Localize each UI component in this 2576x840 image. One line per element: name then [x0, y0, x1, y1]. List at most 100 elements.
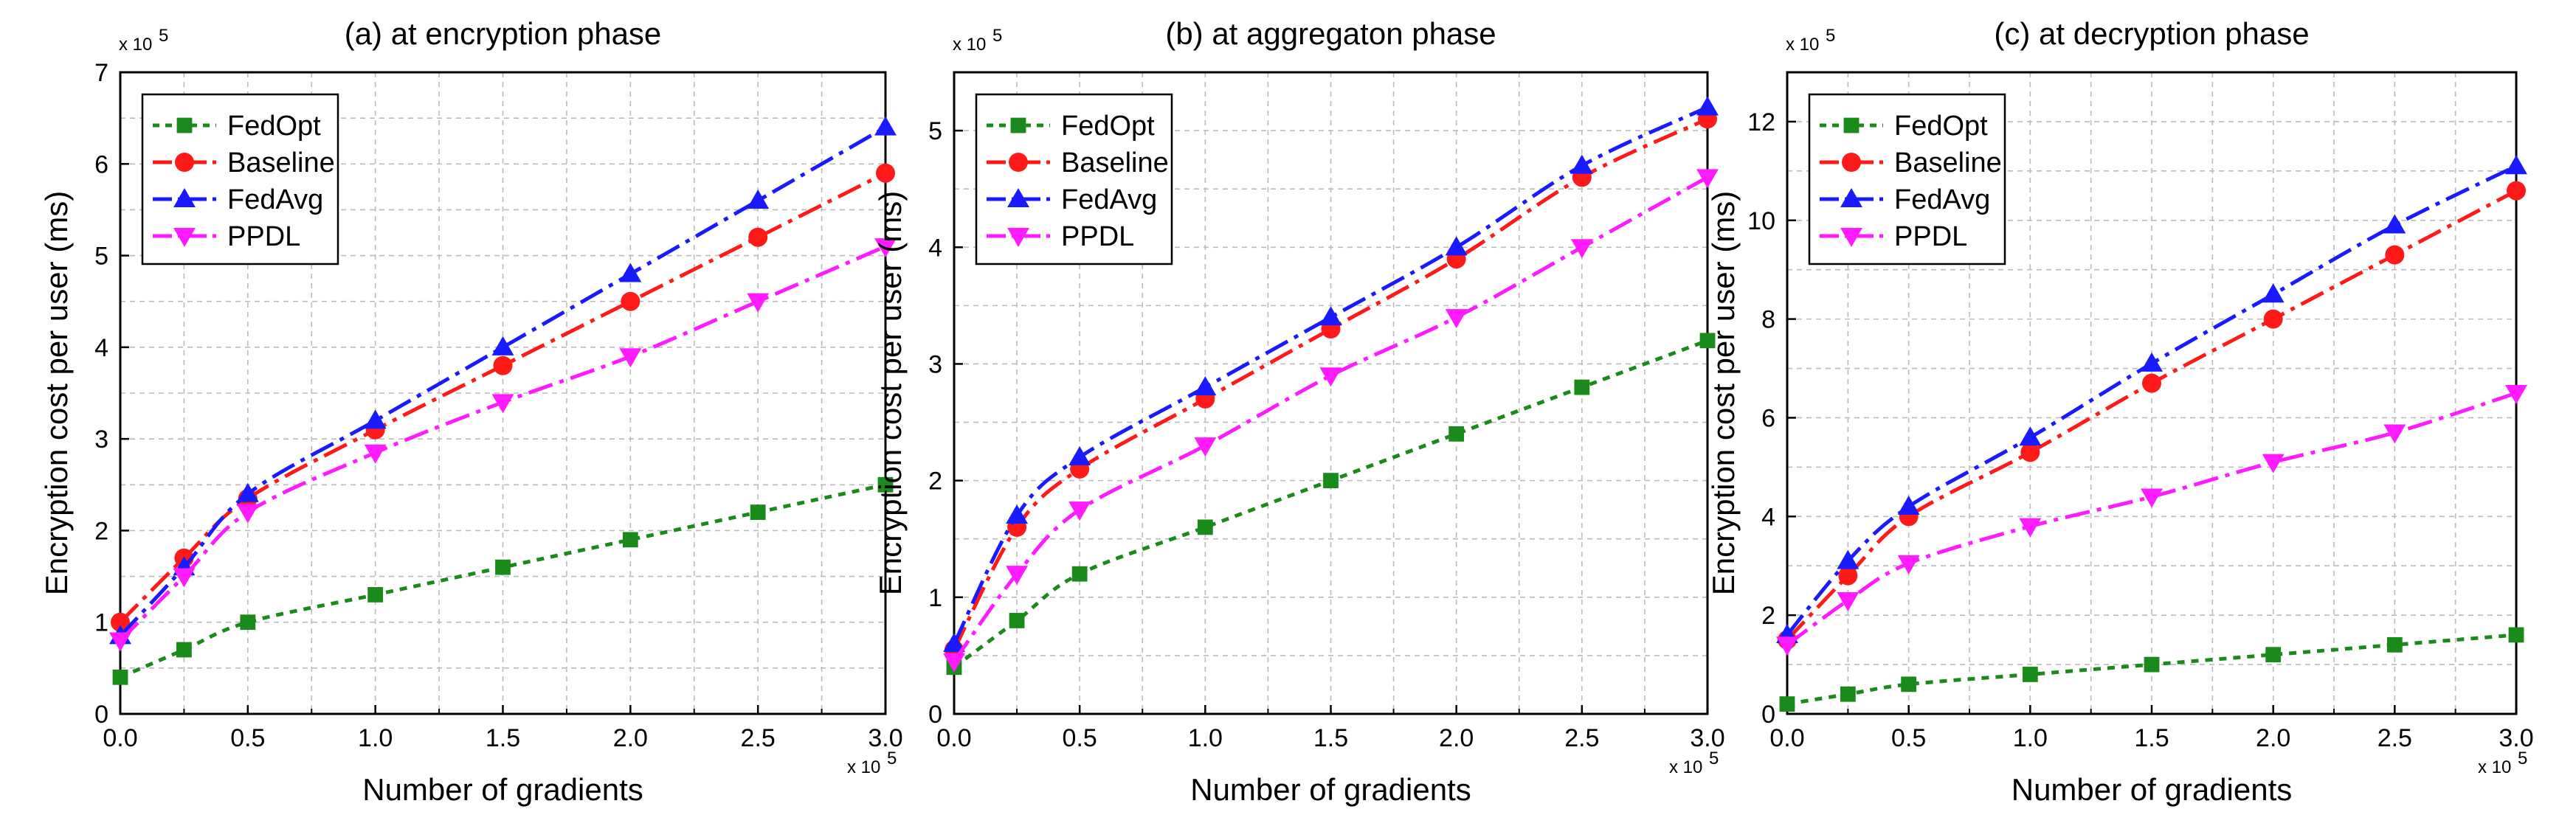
data-point [1779, 696, 1795, 712]
data-point [1323, 473, 1339, 489]
x-tick-label: 0.0 [936, 724, 971, 752]
chart-title: (c) at decryption phase [1994, 16, 2309, 51]
data-point [874, 238, 897, 258]
legend-label: FedOpt [1894, 111, 1988, 142]
data-point [1696, 96, 1719, 116]
x-multiplier-exponent: 5 [1709, 749, 1719, 768]
data-point [1448, 426, 1465, 442]
data-point [748, 227, 768, 247]
data-point [2505, 155, 2527, 175]
data-point [2505, 384, 2527, 404]
legend-label: FedOpt [1061, 111, 1155, 142]
legend: FedOpt Baseline FedAvg PPDL [975, 93, 1173, 265]
legend-label: Baseline [1894, 147, 2002, 178]
data-point [491, 336, 514, 355]
y-tick-label: 3 [928, 350, 942, 378]
data-point [1840, 686, 1856, 702]
data-point [1776, 636, 1798, 656]
data-point [491, 394, 514, 414]
x-tick-label: 1.5 [486, 724, 520, 752]
y-axis-label: Encryption cost per user (ms) [39, 191, 74, 596]
data-point [2019, 518, 2042, 538]
y-tick-label: 5 [928, 117, 942, 145]
data-point [2263, 309, 2283, 329]
y-tick-label: 7 [94, 59, 108, 87]
x-tick-label: 2.5 [741, 724, 776, 752]
data-point [877, 476, 894, 493]
y-tick-label: 2 [928, 468, 942, 496]
data-point [1194, 376, 1217, 396]
x-tick-label: 0.5 [1063, 724, 1097, 752]
y-axis-label: Encryption cost per user (ms) [873, 191, 908, 596]
chart-title: (a) at encryption phase [345, 16, 662, 51]
data-point [173, 568, 196, 588]
y-tick-label: 8 [1761, 306, 1775, 334]
y-tick-label: 2 [94, 517, 108, 545]
data-point [240, 614, 256, 631]
y-axis-label: Encryption cost per user (ms) [1706, 191, 1741, 596]
legend-marker [1007, 188, 1029, 208]
data-point [1897, 555, 1920, 575]
legend-label: PPDL [1061, 221, 1134, 252]
x-tick-label: 3.0 [1690, 724, 1724, 752]
data-point [2508, 627, 2524, 643]
series-line [952, 176, 1709, 663]
data-point [1194, 437, 1217, 457]
data-point [1197, 519, 1213, 535]
y-multiplier-exponent: 5 [159, 26, 168, 46]
y-tick-label: 0 [94, 701, 108, 729]
legend-marker [1009, 153, 1028, 172]
data-point [364, 444, 387, 464]
data-point [1006, 566, 1029, 586]
x-tick-label: 2.5 [1564, 724, 1599, 752]
data-point [176, 642, 192, 658]
data-point [1574, 379, 1590, 395]
x-tick-label: 0.5 [1891, 724, 1926, 752]
data-point [1319, 367, 1342, 387]
data-point [1068, 446, 1091, 466]
x-tick-label: 0.0 [103, 724, 137, 752]
data-point [1696, 169, 1719, 189]
legend-box [975, 93, 1173, 265]
chart-panel-3: 0.0 0.5 1.0 1.5 2.0 2.5 3.0 0 2 4 6 8 10 12 (c) at dec… [1706, 16, 2534, 807]
data-point [2142, 373, 2161, 393]
legend-label: PPDL [227, 221, 300, 252]
data-point [495, 559, 511, 575]
data-point [1901, 676, 1917, 693]
legend-label: Baseline [1061, 147, 1169, 178]
x-tick-label: 3.0 [2499, 724, 2533, 752]
data-point [2265, 647, 2282, 663]
legend-label: Baseline [227, 147, 335, 178]
data-point [1319, 306, 1342, 326]
legend-label: FedAvg [1894, 184, 1990, 215]
data-point [1837, 549, 1860, 569]
data-point [367, 587, 384, 603]
x-multiplier: x 10 [2478, 757, 2511, 777]
y-tick-label: 5 [94, 243, 108, 271]
data-point [747, 190, 770, 209]
chart-panel-1: 0.0 0.5 1.0 1.5 2.0 2.5 3.0 0 1 2 3 4 5 6 7 (a) at encr… [39, 16, 903, 807]
data-point [2262, 283, 2285, 303]
legend-marker [1840, 227, 1862, 247]
data-point [874, 116, 897, 136]
legend-marker [176, 117, 193, 133]
data-point [364, 409, 387, 429]
series-line [953, 339, 1708, 669]
x-tick-label: 1.5 [1313, 724, 1348, 752]
x-multiplier: x 10 [1669, 757, 1702, 777]
legend-marker [1840, 188, 1862, 208]
x-tick-label: 1.0 [2013, 724, 2048, 752]
data-point [2019, 426, 2042, 446]
y-tick-label: 2 [1761, 602, 1775, 630]
x-multiplier-exponent: 5 [887, 749, 897, 768]
legend-marker [1842, 153, 1861, 172]
series-ppdl [1776, 384, 2527, 656]
data-point [1006, 504, 1029, 524]
legend-box [1808, 93, 2006, 265]
y-multiplier-exponent: 5 [1826, 26, 1835, 46]
x-axis-label: Number of gradients [1190, 772, 1471, 807]
legend-label: FedAvg [227, 184, 323, 215]
data-point [1445, 309, 1468, 329]
data-point [111, 612, 130, 632]
